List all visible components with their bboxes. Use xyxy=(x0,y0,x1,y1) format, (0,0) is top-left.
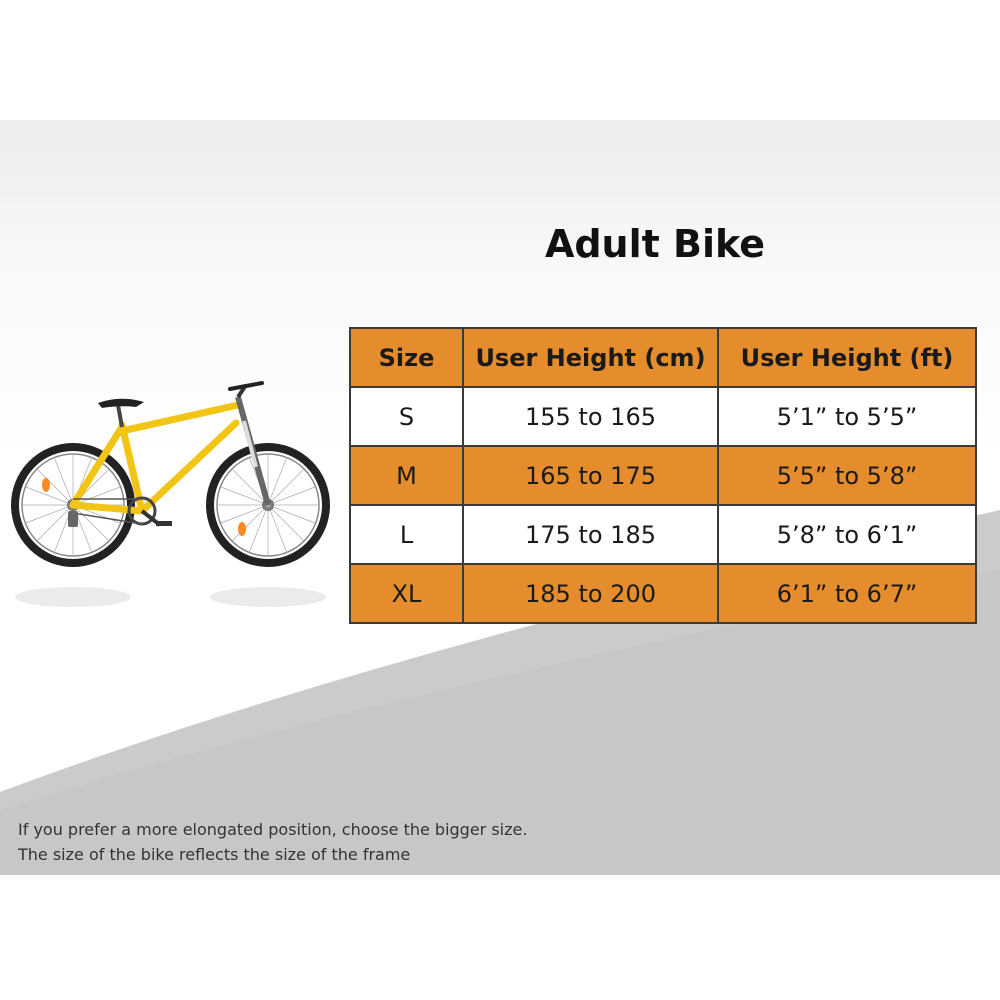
table-header-row: Size User Height (cm) User Height (ft) xyxy=(349,327,977,388)
footnote-line-2: The size of the bike reflects the size o… xyxy=(18,845,411,864)
footnote-line-1: If you prefer a more elongated position,… xyxy=(18,820,528,839)
height-cm-cell: 185 to 200 xyxy=(462,563,719,624)
table-row: L 175 to 185 5’8” to 6’1” xyxy=(349,504,977,565)
size-cell: XL xyxy=(349,563,464,624)
page-title: Adult Bike xyxy=(544,222,766,266)
size-table: Size User Height (cm) User Height (ft) S… xyxy=(349,327,977,624)
bike-illustration xyxy=(11,381,330,607)
footnote: If you prefer a more elongated position,… xyxy=(18,817,527,867)
height-ft-cell: 5’1” to 5’5” xyxy=(717,386,977,447)
height-ft-cell: 5’8” to 6’1” xyxy=(717,504,977,565)
header-height-cm: User Height (cm) xyxy=(462,327,719,388)
height-cm-cell: 175 to 185 xyxy=(462,504,719,565)
table-row: S 155 to 165 5’1” to 5’5” xyxy=(349,386,977,447)
height-ft-cell: 5’5” to 5’8” xyxy=(717,445,977,506)
size-cell: S xyxy=(349,386,464,447)
height-ft-cell: 6’1” to 6’7” xyxy=(717,563,977,624)
header-size: Size xyxy=(349,327,464,388)
height-cm-cell: 155 to 165 xyxy=(462,386,719,447)
table-row: XL 185 to 200 6’1” to 6’7” xyxy=(349,563,977,624)
size-cell: M xyxy=(349,445,464,506)
table-row: M 165 to 175 5’5” to 5’8” xyxy=(349,445,977,506)
height-cm-cell: 165 to 175 xyxy=(462,445,719,506)
header-height-ft: User Height (ft) xyxy=(717,327,977,388)
size-cell: L xyxy=(349,504,464,565)
